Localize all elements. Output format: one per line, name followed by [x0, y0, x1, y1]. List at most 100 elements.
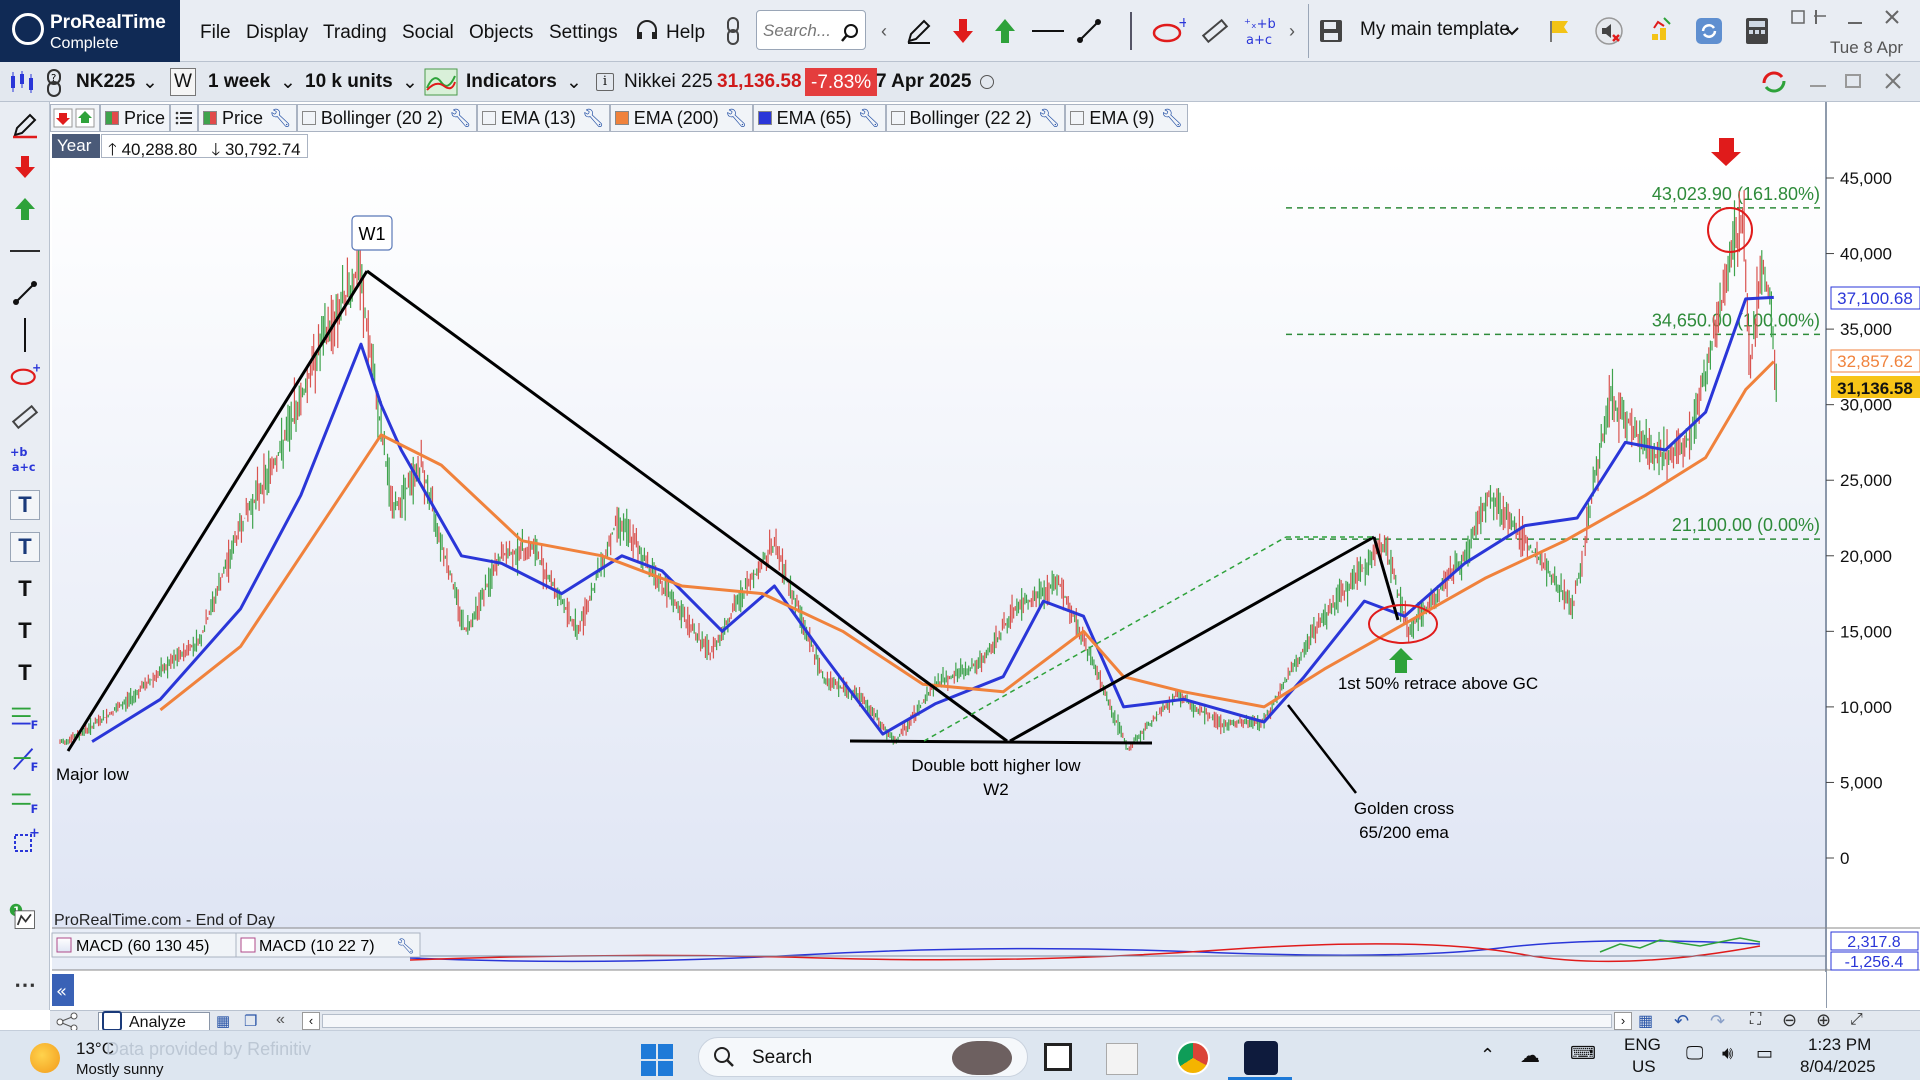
- scroll-left-icon[interactable]: ‹: [881, 20, 887, 41]
- wrench-icon[interactable]: 🔧︎: [724, 107, 748, 128]
- chevron-down-icon[interactable]: ⌄: [142, 72, 158, 93]
- candles-icon[interactable]: [8, 70, 36, 99]
- legend-price-2[interactable]: Price 🔧︎: [198, 104, 297, 132]
- year-tag[interactable]: Year: [52, 134, 100, 158]
- legend-ema-9[interactable]: EMA (9) 🔧︎: [1065, 104, 1189, 132]
- menu-settings[interactable]: Settings: [549, 22, 618, 43]
- wrench-icon[interactable]: 🔧︎: [857, 107, 881, 128]
- pencil-icon[interactable]: [10, 110, 40, 140]
- sound-off-icon[interactable]: [1590, 12, 1628, 50]
- indicators-icon[interactable]: [424, 68, 458, 101]
- macd-legend-2[interactable]: [235, 932, 421, 958]
- share-icon[interactable]: [54, 1012, 82, 1037]
- ruler-icon[interactable]: [10, 402, 40, 432]
- scroll-right-button[interactable]: ›: [1614, 1012, 1632, 1030]
- zoom-in-icon[interactable]: ⊕: [1816, 1010, 1832, 1030]
- template-selector[interactable]: My main template: [1360, 19, 1510, 40]
- double-chevron-left-icon[interactable]: «: [276, 1011, 285, 1028]
- macd-legend-1[interactable]: [51, 932, 237, 958]
- zoom-out-icon[interactable]: ⊖: [1782, 1010, 1798, 1030]
- symbol-selector[interactable]: NK225: [76, 71, 136, 92]
- legend-bollinger-22[interactable]: Bollinger (22 2) 🔧︎: [885, 104, 1066, 132]
- keyboard-icon[interactable]: ⌨: [1570, 1043, 1596, 1063]
- retrace-circle[interactable]: [1368, 604, 1438, 644]
- pane-controls[interactable]: [1806, 72, 1910, 97]
- fibonacci-icon[interactable]: +b a+c: [10, 444, 40, 474]
- indicators-button[interactable]: Indicators: [466, 71, 557, 92]
- headset-icon[interactable]: [628, 12, 666, 50]
- windows-start-icon[interactable]: [640, 1043, 674, 1082]
- text-tool-icon[interactable]: T: [18, 660, 32, 685]
- chrome-icon[interactable]: [1176, 1041, 1210, 1075]
- alerts-icon[interactable]: [1640, 12, 1678, 50]
- legend-list-icon[interactable]: [170, 104, 199, 132]
- trendline-w1-down[interactable]: [366, 269, 1008, 743]
- calendar-icon[interactable]: ▦: [216, 1013, 231, 1030]
- wrench-icon[interactable]: 🔧︎: [269, 107, 292, 128]
- refresh-icon[interactable]: [1758, 67, 1790, 102]
- snipping-tool-icon[interactable]: [1106, 1043, 1138, 1075]
- scroll-track[interactable]: [322, 1014, 1612, 1028]
- zoom-fit-icon[interactable]: ⛶: [1750, 1011, 1762, 1028]
- menu-objects[interactable]: Objects: [469, 22, 534, 43]
- wrench-icon[interactable]: 🔧︎: [396, 937, 415, 955]
- table-icon[interactable]: ▦: [1638, 1013, 1654, 1030]
- crosshair-icon[interactable]: +: [10, 826, 40, 856]
- volume-icon[interactable]: 🔊︎: [1722, 1043, 1734, 1063]
- menu-trading[interactable]: Trading: [323, 22, 387, 43]
- trendline-double-bottom[interactable]: [849, 739, 1153, 745]
- redo-icon[interactable]: ↷: [1710, 1011, 1726, 1031]
- wrench-icon[interactable]: 🔧︎: [448, 107, 472, 128]
- clock-time[interactable]: 1:23 PM: [1808, 1035, 1872, 1054]
- fib-time-icon[interactable]: F: [10, 786, 40, 816]
- legend-price-1[interactable]: Price: [100, 104, 171, 132]
- drawn-trendlines[interactable]: [66, 269, 1400, 794]
- trendline-icon[interactable]: [10, 278, 40, 308]
- sell-marker-icon[interactable]: [1711, 138, 1741, 166]
- pencil-icon[interactable]: [900, 12, 938, 50]
- w1-box[interactable]: [351, 215, 393, 251]
- top-circle[interactable]: [1707, 207, 1753, 253]
- buy-arrow-icon[interactable]: [10, 194, 40, 224]
- text-tool-icon[interactable]: T: [18, 618, 32, 643]
- trendline-icon[interactable]: [1070, 12, 1108, 50]
- text-tool-icon[interactable]: T: [10, 490, 40, 520]
- sell-arrow-icon[interactable]: [10, 152, 40, 182]
- undo-icon[interactable]: ↶: [1674, 1011, 1690, 1031]
- legend-bollinger-20[interactable]: Bollinger (20 2) 🔧︎: [296, 104, 477, 132]
- vertical-line-icon[interactable]: [10, 318, 40, 352]
- ellipse-icon[interactable]: +: [10, 360, 40, 390]
- sell-arrow-icon[interactable]: [944, 12, 982, 50]
- menu-social[interactable]: Social: [402, 22, 454, 43]
- save-icon[interactable]: [1312, 12, 1350, 50]
- fibonacci-icon[interactable]: ⁺ₓ+b a+c: [1240, 12, 1278, 50]
- search-input[interactable]: Search...: [756, 10, 866, 50]
- app-logo[interactable]: ProRealTime Complete: [0, 0, 180, 62]
- timeframe-selector[interactable]: 1 week: [208, 71, 271, 92]
- scroll-right-icon[interactable]: ›: [1289, 20, 1295, 41]
- link-chain-icon[interactable]: ?: [44, 68, 64, 103]
- info-icon[interactable]: i: [596, 73, 614, 91]
- wrench-icon[interactable]: 🔧︎: [1160, 107, 1184, 128]
- search-icon[interactable]: [838, 14, 862, 52]
- text-tool-icon[interactable]: T: [10, 532, 40, 562]
- menu-help[interactable]: Help: [666, 22, 706, 43]
- buy-marker-icon[interactable]: [1389, 648, 1413, 673]
- cloud-icon[interactable]: ☁: [1520, 1045, 1540, 1067]
- chevron-down-icon[interactable]: ⌄: [280, 72, 296, 93]
- period-badge[interactable]: W: [170, 68, 196, 96]
- wrench-icon[interactable]: 🔧︎: [581, 107, 605, 128]
- window-controls[interactable]: [1790, 8, 1910, 33]
- link-icon[interactable]: [714, 12, 752, 50]
- language-indicator[interactable]: ENG: [1624, 1035, 1661, 1054]
- text-tool-icon[interactable]: T: [18, 576, 32, 601]
- horizontal-line-icon[interactable]: [1028, 12, 1068, 50]
- legend-controls[interactable]: [50, 104, 100, 132]
- buy-arrow-icon[interactable]: [986, 12, 1024, 50]
- legend-ema-13[interactable]: EMA (13) 🔧︎: [476, 104, 610, 132]
- prorealtime-taskbar-icon[interactable]: [1244, 1041, 1278, 1075]
- wrench-icon[interactable]: 🔧︎: [1037, 107, 1061, 128]
- fullscreen-icon[interactable]: ⤢: [1850, 1011, 1863, 1028]
- chevron-down-icon[interactable]: ⌄: [402, 72, 418, 93]
- fib-fan-icon[interactable]: F: [10, 744, 40, 774]
